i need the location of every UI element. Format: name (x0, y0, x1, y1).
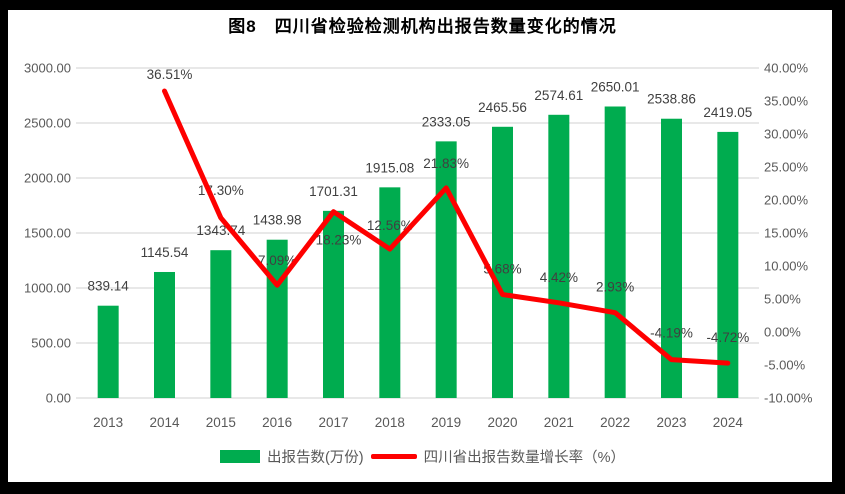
right-axis-tick: 35.00% (764, 94, 809, 109)
bar-label-2014: 1145.54 (141, 245, 189, 260)
right-axis-tick: 20.00% (764, 193, 809, 208)
bar-2019 (435, 141, 457, 398)
left-axis-tick: 1000.00 (24, 281, 71, 296)
x-axis-label: 2017 (318, 415, 348, 430)
left-axis-tick: 500.00 (31, 336, 71, 351)
line-label-2023: -4.19% (650, 326, 693, 341)
x-axis-label: 2014 (149, 415, 180, 430)
left-axis-tick: 3000.00 (24, 61, 71, 76)
right-axis-tick: 40.00% (764, 61, 809, 76)
bar-2023 (661, 118, 682, 398)
right-axis-tick: 30.00% (764, 127, 809, 142)
bar-label-2020: 2465.56 (478, 100, 527, 115)
x-axis-label: 2015 (206, 415, 236, 430)
x-axis-label: 2016 (262, 415, 292, 430)
x-axis-label: 2021 (544, 415, 574, 430)
bar-2022 (604, 106, 626, 398)
legend-bar-swatch-icon (219, 449, 260, 463)
left-axis-tick: 1500.00 (24, 226, 71, 241)
bar-2014 (154, 271, 175, 398)
left-axis-tick: 0.00 (46, 391, 71, 406)
left-axis-tick: 2000.00 (24, 171, 71, 186)
legend-line-label: 四川省出报告数量增长率（%） (423, 449, 626, 466)
line-label-2016: 7.09% (258, 253, 296, 268)
bar-label-2016: 1438.98 (253, 213, 302, 228)
growth-rate-line (162, 88, 731, 366)
right-axis-tick: 0.00% (764, 325, 801, 340)
right-axis-tick: 5.00% (764, 292, 801, 307)
bar-label-2019: 2333.05 (422, 114, 471, 129)
line-label-2017: 18.23% (316, 233, 362, 248)
line-label-2024: -4.72% (706, 330, 749, 345)
x-axis-label: 2019 (431, 415, 461, 430)
legend-bar-label: 出报告数(万份) (266, 449, 364, 466)
left-axis-tick: 2500.00 (24, 116, 71, 131)
line-label-2021: 4.42% (540, 270, 578, 285)
bar-2015 (210, 250, 232, 398)
bar-label-2024: 2419.05 (703, 105, 752, 120)
line-label-2019: 21.83% (423, 156, 469, 171)
right-axis-tick: 10.00% (764, 259, 809, 274)
x-axis-label: 2020 (487, 415, 517, 430)
line-label-2014: 36.51% (147, 67, 193, 82)
legend-line-swatch-icon (370, 453, 417, 459)
chart-title: 图8 四川省检验检测机构出报告数量变化的情况 (228, 17, 617, 36)
right-axis-tick: -10.00% (764, 391, 813, 406)
right-axis-tick: 15.00% (764, 226, 809, 241)
bar-2013 (97, 305, 119, 398)
x-axis-label: 2022 (600, 415, 630, 430)
line-label-2022: 2.93% (596, 280, 634, 295)
legend: 出报告数(万份) 四川省出报告数量增长率（%） (0, 446, 845, 466)
x-axis-label: 2013 (93, 415, 123, 430)
bar-label-2023: 2538.86 (647, 92, 696, 107)
right-axis-tick: -5.00% (764, 358, 806, 373)
bar-2021 (548, 114, 570, 398)
bar-2024 (717, 131, 739, 399)
x-axis-label: 2024 (713, 415, 744, 430)
bar-label-2022: 2650.01 (591, 79, 640, 94)
right-axis-tick: 25.00% (764, 160, 809, 175)
bar-label-2017: 1701.31 (309, 184, 358, 199)
line-label-2018: 12.56% (367, 218, 413, 233)
bar-label-2021: 2574.61 (534, 88, 583, 103)
x-axis-label: 2023 (656, 415, 686, 430)
bar-label-2013: 839.14 (88, 279, 130, 294)
bar-label-2018: 1915.08 (365, 160, 414, 175)
bar-2020 (492, 126, 513, 399)
x-axis-label: 2018 (375, 415, 405, 430)
bar-2017 (323, 210, 344, 398)
